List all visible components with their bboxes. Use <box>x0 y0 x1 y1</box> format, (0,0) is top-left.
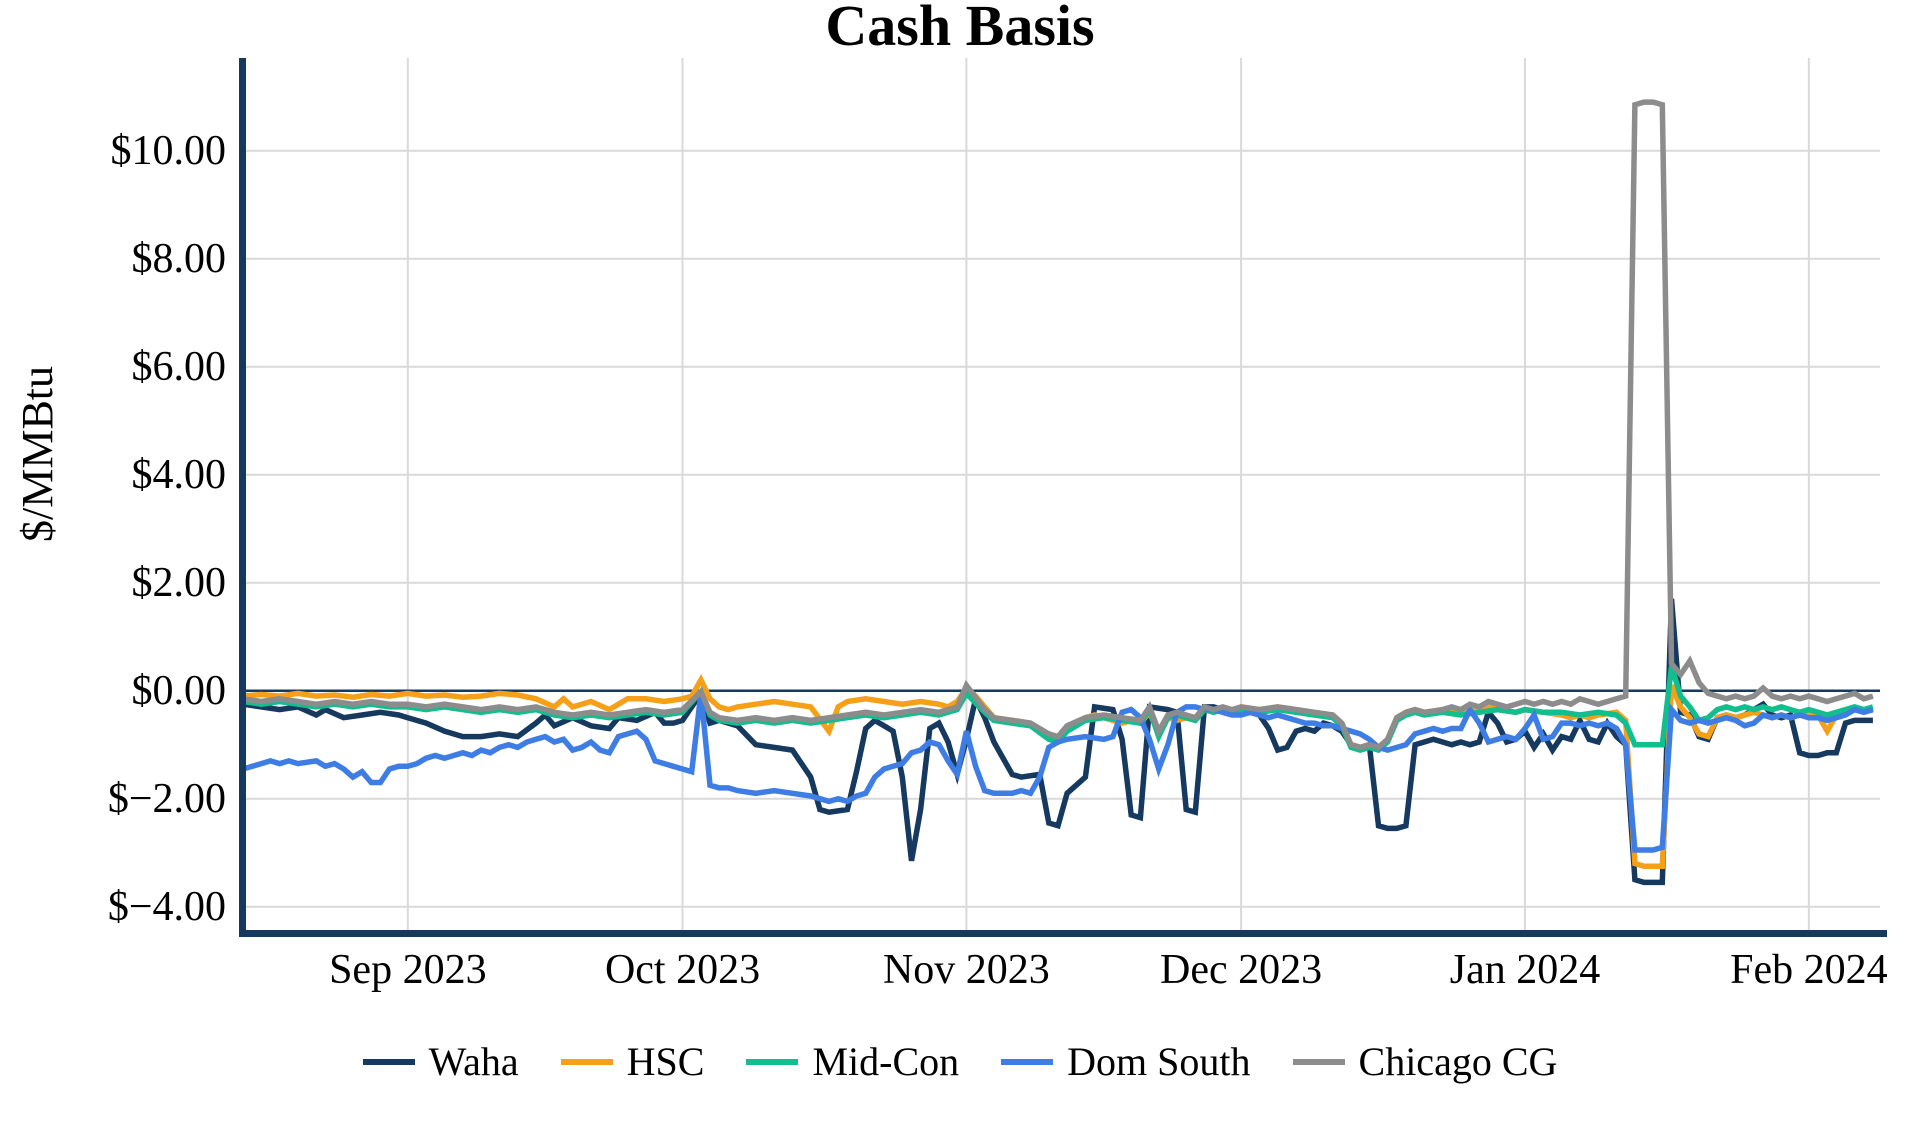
legend-item-dom-south: Dom South <box>1001 1034 1251 1090</box>
x-tick-label: Dec 2023 <box>1160 947 1323 993</box>
y-tick-label: $4.00 <box>131 451 227 498</box>
legend-item-hsc: HSC <box>560 1034 705 1090</box>
legend-label: Mid-Con <box>812 1039 960 1084</box>
legend-item-mid-con: Mid-Con <box>746 1034 959 1090</box>
y-tick-label: $10.00 <box>110 127 227 174</box>
x-tick-label: Feb 2024 <box>1730 947 1888 993</box>
series-line-dom-south <box>242 693 1874 853</box>
chart-title: Cash Basis <box>825 0 1095 58</box>
legend-line-swatch-icon <box>746 1059 799 1065</box>
y-tick-label: $8.00 <box>131 235 227 282</box>
series-line-chicago-cg <box>242 99 1874 751</box>
legend-item-waha: Waha <box>362 1034 519 1090</box>
legend-line-swatch-icon <box>362 1059 415 1065</box>
y-tick-label: $2.00 <box>131 559 227 606</box>
legend: Waha HSC Mid-Con Dom South Chicago CG <box>0 1034 1920 1090</box>
y-tick-label: $6.00 <box>131 343 227 390</box>
x-tick-label: Jan 2024 <box>1449 947 1601 993</box>
legend-line-swatch-icon <box>1001 1059 1054 1065</box>
y-tick-label: $−4.00 <box>107 883 226 930</box>
y-tick-label: $0.00 <box>131 667 227 714</box>
x-tick-label: Oct 2023 <box>604 947 761 993</box>
legend-label: Waha <box>428 1039 519 1084</box>
x-axis-spine <box>239 930 1887 937</box>
legend-line-swatch-icon <box>1292 1059 1345 1065</box>
legend-label: HSC <box>626 1039 705 1084</box>
x-tick-label: Nov 2023 <box>882 947 1050 993</box>
legend-item-chicago-cg: Chicago CG <box>1292 1034 1558 1090</box>
x-tick-label: Sep 2023 <box>329 947 487 993</box>
y-axis-spine <box>239 58 246 937</box>
legend-label: Dom South <box>1067 1039 1251 1084</box>
y-tick-label: $−2.00 <box>107 775 226 822</box>
legend-line-swatch-icon <box>560 1059 613 1065</box>
legend-label: Chicago CG <box>1358 1039 1558 1084</box>
